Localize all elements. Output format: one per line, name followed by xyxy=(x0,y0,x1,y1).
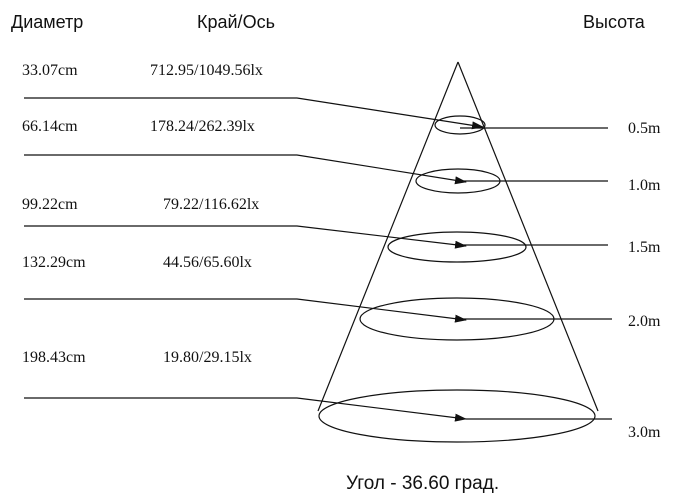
lux-value-4: 44.56/65.60lx xyxy=(163,254,252,271)
diameter-value-4: 132.29cm xyxy=(22,254,86,271)
diameter-value-3: 99.22cm xyxy=(22,196,78,213)
beam-angle-label: Угол - 36.60 град. xyxy=(346,473,500,494)
height-value-1: 0.5m xyxy=(628,120,661,137)
edge-axis-header: Край/Ось xyxy=(197,12,275,32)
beam-ellipse-3 xyxy=(387,231,527,263)
diameter-value-1: 33.07cm xyxy=(22,62,78,79)
diameter-value-5: 198.43cm xyxy=(22,349,86,366)
beam-ellipse-5 xyxy=(318,389,596,443)
leader-line-5 xyxy=(24,397,467,422)
height-value-4: 2.0m xyxy=(628,313,661,330)
height-value-2: 1.0m xyxy=(628,177,661,194)
lux-value-3: 79.22/116.62lx xyxy=(163,196,260,213)
leader-line-3 xyxy=(24,225,467,249)
height-header: Высота xyxy=(583,12,645,32)
beam-ellipse-1 xyxy=(434,115,486,135)
lux-value-2: 178.24/262.39lx xyxy=(150,118,255,135)
lux-value-1: 712.95/1049.56lx xyxy=(150,62,263,79)
leader-line-4 xyxy=(24,298,467,323)
leader-line-2 xyxy=(24,154,467,185)
cone-right-edge xyxy=(457,61,599,412)
diameter-header: Диаметр xyxy=(11,12,84,32)
lux-value-5: 19.80/29.15lx xyxy=(163,349,252,366)
height-value-5: 3.0m xyxy=(628,424,661,441)
height-value-3: 1.5m xyxy=(628,239,661,256)
leader-line-1 xyxy=(24,97,484,130)
diameter-value-2: 66.14cm xyxy=(22,118,78,135)
